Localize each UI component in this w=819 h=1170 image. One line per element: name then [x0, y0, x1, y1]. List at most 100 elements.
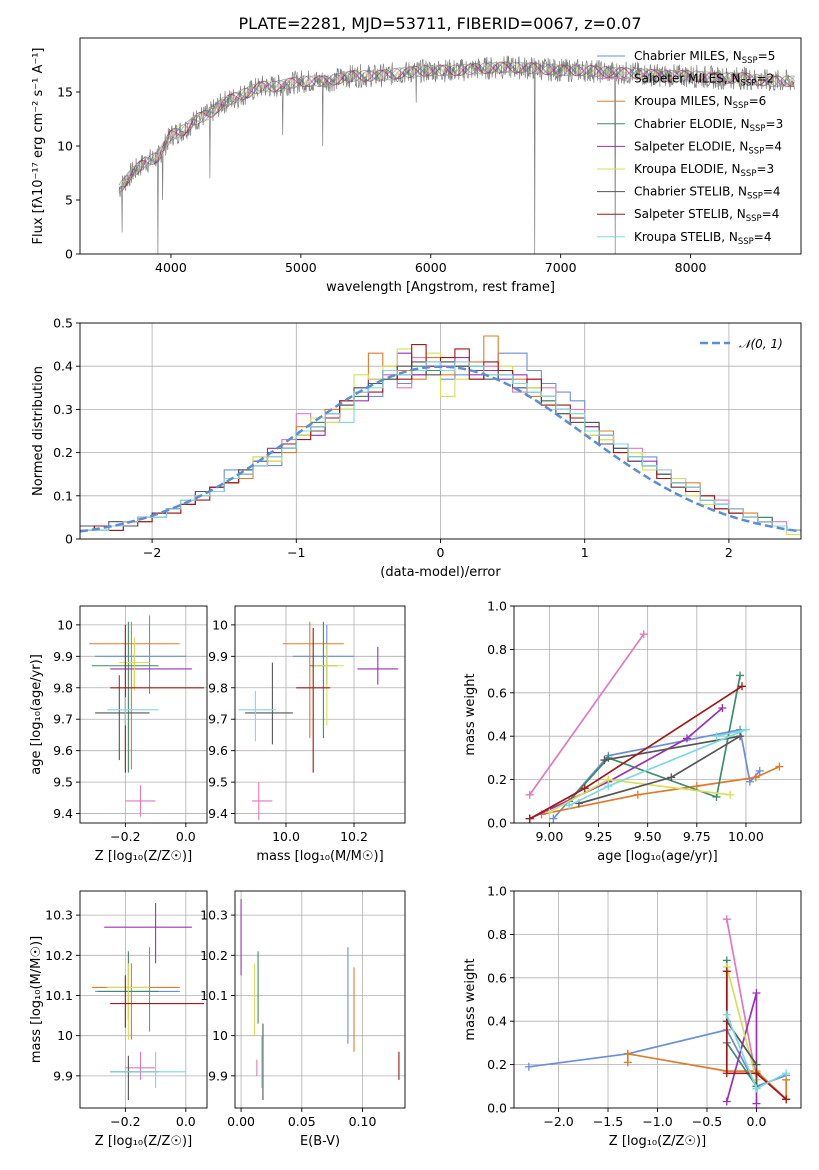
mass_vs_Z-frame	[79, 890, 208, 1109]
mass_vs_ebv-axes: 0.00 0.05 0.10 9.9 10 10.1 10.2 10.3 E(B-V)	[200, 890, 406, 1149]
mass_vs_Z-errorbar	[104, 903, 192, 964]
massweight_vs_age-series-line	[529, 633, 645, 796]
massweight_vs_Z-marker	[722, 1010, 731, 1019]
massweight_vs_age-xtick-label: 9.00	[535, 829, 563, 844]
massweight_vs_age-ytick-label: 0.8	[487, 642, 507, 657]
massweight_vs_Z-marker	[752, 1060, 761, 1069]
massweight_vs_Z-marker	[722, 1097, 731, 1106]
massweight_vs_Z-marker	[782, 1095, 791, 1104]
massweight_vs_age-series-line	[568, 728, 747, 807]
age_vs_Z-ytick-label: 9.5	[53, 775, 73, 790]
age_vs_Z-xtick-label: −0.2	[110, 829, 140, 844]
massweight_vs_age-plot-area	[514, 606, 801, 823]
spectrum-xtick-label: 8000	[675, 260, 707, 275]
age_vs_mass-ytick-label: 9.9	[208, 649, 228, 664]
figure-title: PLATE=2281, MJD=53711, FIBERID=0067, z=0…	[238, 14, 641, 33]
massweight_vs_age-marker	[580, 784, 589, 793]
massweight_vs_age-marker	[525, 790, 534, 799]
massweight_vs_Z-ytick-label: 0.2	[487, 1057, 507, 1072]
massweight_vs_age-ytick-label: 0.2	[487, 772, 507, 787]
residual_histogram-xtick-label: −1	[287, 545, 305, 560]
mass_vs_Z-ytick-label: 10.2	[45, 948, 73, 963]
massweight_vs_age-ylabel: mass weight	[463, 673, 478, 755]
massweight_vs_Z-series-line	[725, 919, 758, 1080]
legend-entry: Chabrier STELIB, NSSP=4	[634, 185, 781, 202]
massweight_vs_Z-frame	[513, 890, 802, 1109]
age_vs_Z-ytick-label: 10	[57, 617, 73, 632]
massweight_vs_age-marker	[712, 732, 721, 741]
massweight_vs_Z-marker	[722, 915, 731, 924]
residual_histogram-ytick-label: 0.4	[53, 359, 73, 374]
massweight_vs_age-xtick-label: 9.50	[634, 829, 662, 844]
mass_vs_ebv-xlabel: E(B-V)	[300, 1134, 340, 1149]
normal-reference-curve	[80, 365, 801, 533]
age_vs_mass-xtick-label: 10.0	[272, 829, 300, 844]
mass_vs_ebv-ytick-label: 9.9	[208, 1068, 228, 1083]
legend-entry: Kroupa STELIB, NSSP=4	[634, 230, 772, 247]
massweight_vs_age-xtick-label: 9.25	[585, 829, 613, 844]
massweight_vs_age-marker	[755, 766, 764, 775]
massweight_vs_Z-marker	[722, 967, 731, 976]
residual_histogram-xtick-label: 1	[581, 545, 589, 560]
massweight_vs_age-marker	[667, 773, 676, 782]
age_vs_mass-errorbar	[238, 690, 276, 742]
histogram-legend-label: 𝒩(0, 1)	[739, 337, 783, 351]
residual_histogram-xtick-label: 2	[725, 545, 733, 560]
massweight_vs_Z-xtick-label: −0.5	[692, 1114, 722, 1129]
residual_histogram-ytick-label: 0.2	[53, 445, 73, 460]
mass_vs_Z-plot-area	[80, 891, 207, 1108]
mass_vs_Z-errorbar	[95, 947, 180, 1032]
massweight_vs_Z-marker	[623, 1049, 632, 1058]
spectrum-model-line	[118, 61, 795, 186]
residual_histogram-ytick-label: 0.3	[53, 402, 73, 417]
spectrum-ytick-label: 15	[57, 85, 73, 100]
legend-entry: Chabrier MILES, NSSP=5	[634, 49, 775, 66]
massweight_vs_age-series-line	[578, 735, 741, 805]
spectrum-model-line	[118, 61, 795, 195]
spectrum-axes: 4000 5000 6000 7000 8000 0 5 10 15 wavelength [An…	[31, 37, 802, 295]
massweight_vs_Z-axes: −2.0 −1.5 −1.0 −0.5 0.0 0.0 0.2 0.4 0.6 0.8 1.0 Z […	[463, 884, 802, 1149]
age_vs_Z-ylabel: age [log₁₀(age/yr)]	[29, 654, 44, 775]
age_vs_mass-errorbar	[296, 628, 331, 773]
massweight_vs_age-marker	[741, 725, 750, 734]
spectrum-legend: Chabrier MILES, NSSP=5 Salpeter MILES, NS…	[597, 49, 783, 247]
legend-entry: Kroupa MILES, NSSP=6	[634, 94, 766, 111]
age_vs_mass-errorbar	[309, 621, 337, 739]
spectrum-xlabel: wavelength [Angstrom, rest frame]	[326, 280, 555, 295]
age_vs_mass-ytick-label: 10	[212, 617, 228, 632]
age_vs_Z-frame	[79, 605, 208, 824]
massweight_vs_Z-marker	[752, 988, 761, 997]
massweight_vs_Z-xtick-label: 0.0	[747, 1114, 767, 1129]
massweight_vs_Z-plot-area	[514, 891, 801, 1108]
age_vs_mass-xlabel: mass [log₁₀(M/M☉)]	[256, 849, 383, 864]
spectrum-frame	[79, 37, 802, 255]
massweight_vs_age-marker	[775, 762, 784, 771]
spectrum-ylabel: Flux [fλ10⁻¹⁷ erg cm⁻² s⁻¹ A⁻¹]	[31, 48, 46, 245]
massweight_vs_Z-xtick-label: −1.0	[642, 1114, 672, 1129]
age_vs_mass-xtick-label: 10.2	[340, 829, 368, 844]
massweight_vs_Z-marker	[782, 1069, 791, 1078]
age_vs_Z-plot-area	[80, 606, 207, 823]
age_vs_mass-ytick-label: 9.8	[208, 680, 228, 695]
residual_histogram-ytick-label: 0.5	[53, 316, 73, 331]
massweight_vs_Z-xlabel: Z [log₁₀(Z/Z☉)]	[609, 1134, 706, 1149]
massweight_vs_Z-marker	[752, 1084, 761, 1093]
massweight_vs_age-marker	[736, 732, 745, 741]
massweight_vs_age-ytick-label: 0.6	[487, 685, 507, 700]
mass_vs_Z-axes: −0.2 0.0 9.9 10 10.1 10.2 10.3 Z [log₁₀(Z/Z☉)] m…	[29, 890, 208, 1149]
mass_vs_ebv-xtick-label: 0.05	[288, 1114, 316, 1129]
spectrum-ytick-label: 0	[65, 247, 73, 262]
massweight_vs_Z-series-line	[725, 971, 787, 1100]
massweight_vs_Z-series-line	[725, 966, 758, 1081]
legend-entry: Chabrier ELODIE, NSSP=3	[634, 117, 783, 134]
massweight_vs_Z-marker	[623, 1058, 632, 1067]
massweight_vs_Z-ytick-label: 0.0	[487, 1101, 507, 1116]
mass_vs_Z-errorbar	[110, 1051, 186, 1088]
massweight_vs_age-ytick-label: 0.0	[487, 816, 507, 831]
age_vs_Z-errorbar	[110, 653, 192, 688]
age_vs_Z-errorbar	[107, 697, 159, 726]
massweight_vs_age-ytick-label: 1.0	[487, 599, 507, 614]
mass_vs_Z-errorbar	[110, 975, 204, 1028]
age_vs_mass-axes: 10.0 10.2 9.4 9.5 9.6 9.7 9.8 9.9 10 mass [log₁₀(…	[208, 605, 406, 864]
